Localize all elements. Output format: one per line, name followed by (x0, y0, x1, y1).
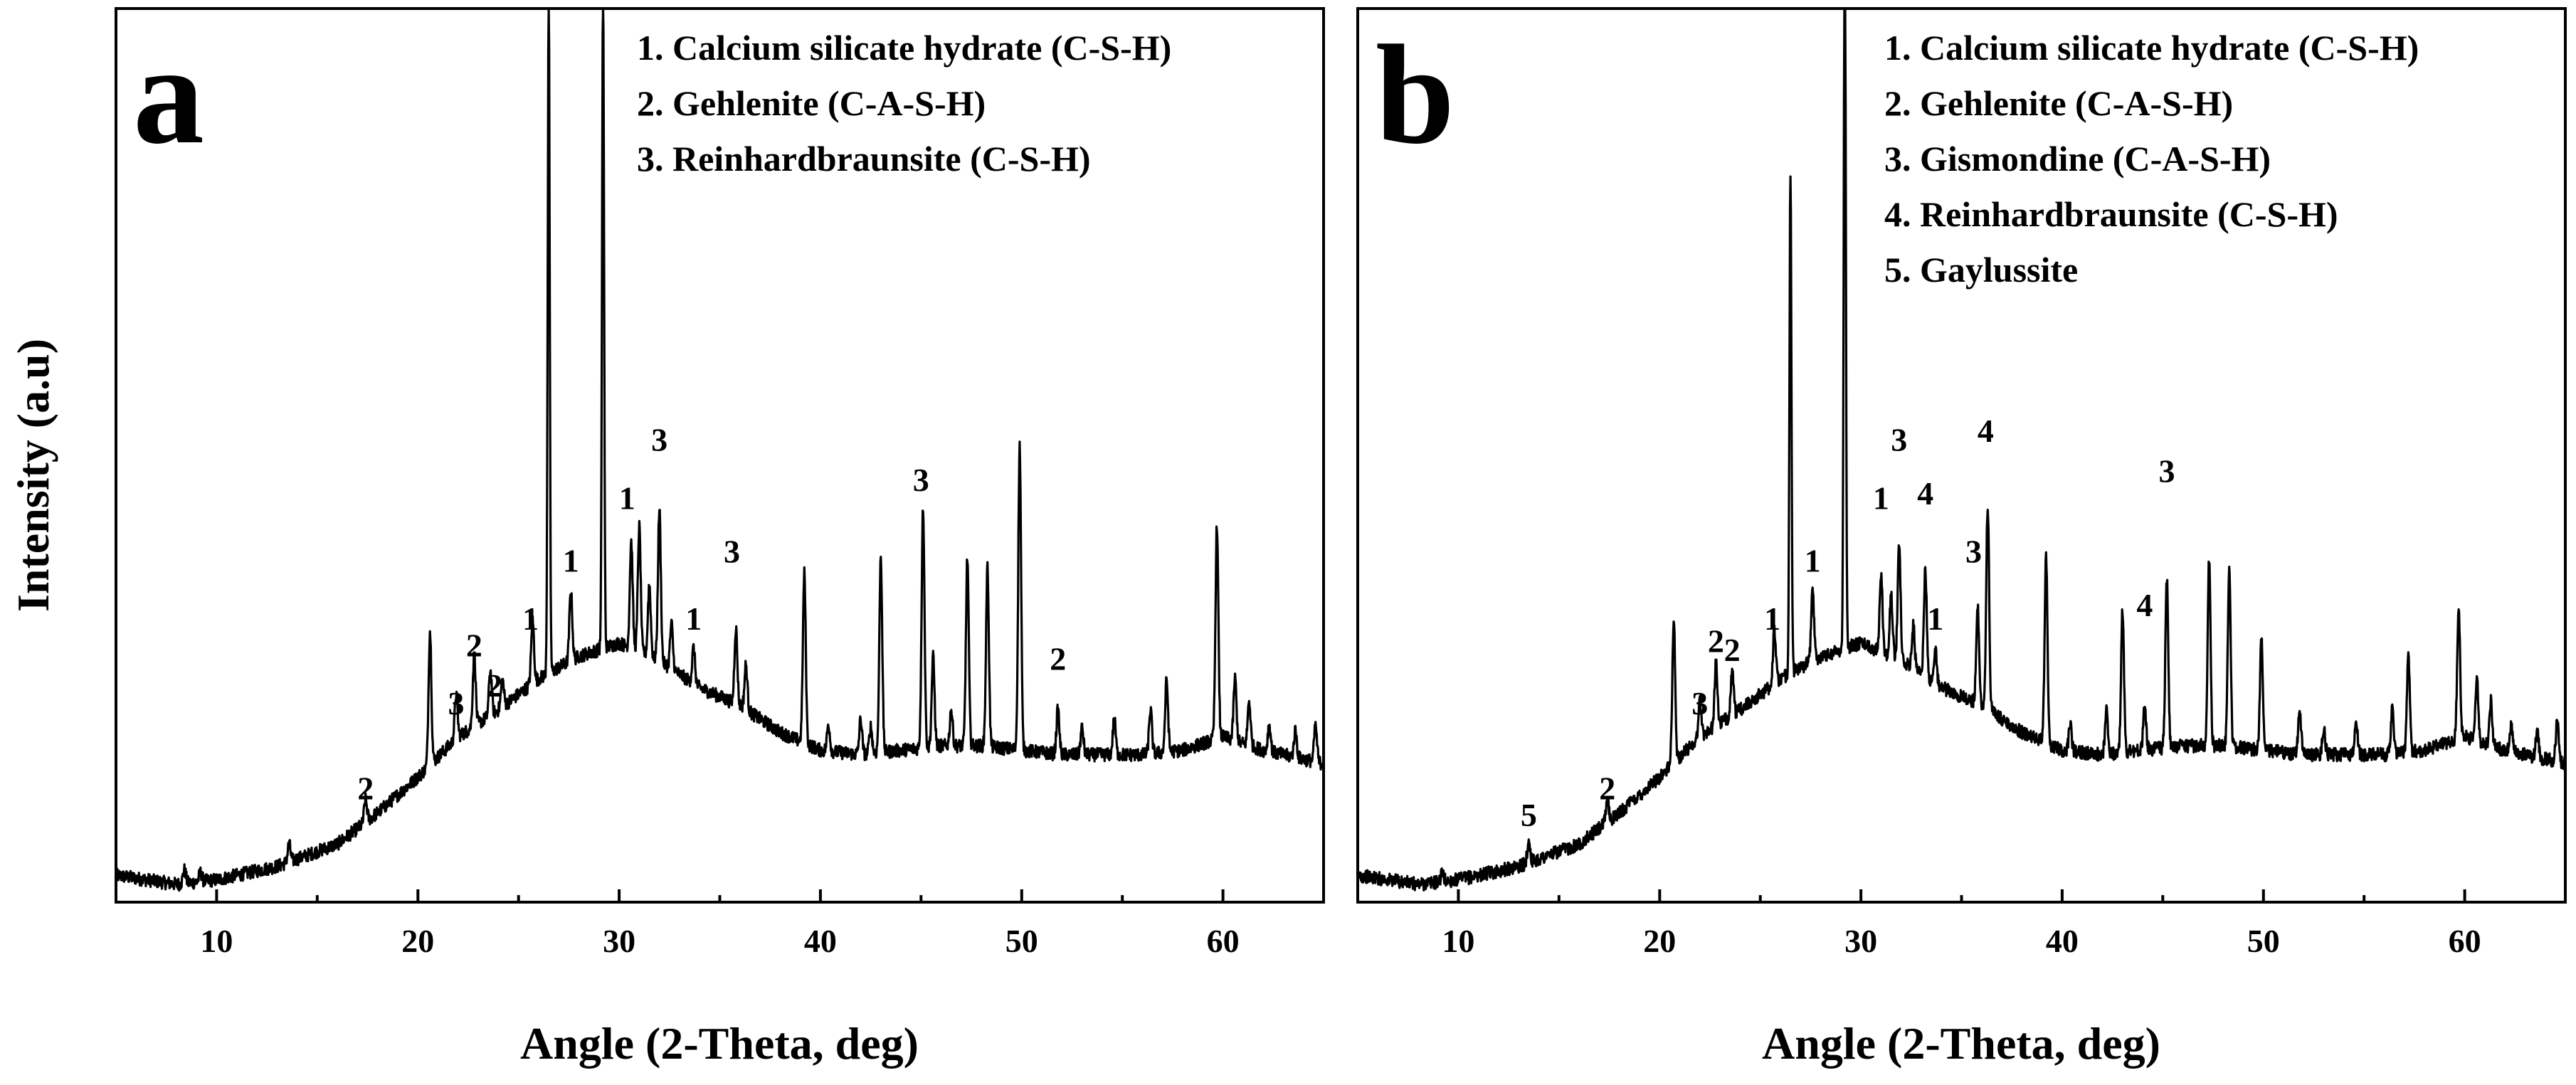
panel-a-legend-item-3: 3. Reinhardbraunsite (C-S-H) (637, 139, 1091, 179)
peak-label: 2 (1050, 640, 1066, 677)
panel-b-legend-item-5: 5. Gaylussite (1884, 250, 2078, 290)
peak-label: 2 (1599, 771, 1615, 807)
peak-label: 1 (522, 600, 539, 637)
panel-b-legend-item-2: 2. Gehlenite (C-A-S-H) (1884, 83, 2233, 123)
panel-a-x-axis-label: Angle (2-Theta, deg) (520, 1018, 919, 1069)
x-tick-label: 30 (1844, 923, 1877, 959)
peak-label: 3 (651, 422, 667, 458)
peak-label: 5 (1521, 797, 1537, 833)
panel-b-legend: 1. Calcium silicate hydrate (C-S-H) 2. G… (1884, 28, 2419, 290)
peak-label: 3 (448, 685, 465, 721)
panel-b-x-axis-label: Angle (2-Theta, deg) (1762, 1018, 2160, 1069)
x-tick-label: 60 (2449, 923, 2481, 959)
peak-label: 1 (1805, 542, 1821, 578)
peak-label: 4 (2136, 587, 2153, 623)
peak-label: 1 (563, 542, 579, 578)
x-tick-label: 60 (1207, 923, 1240, 959)
xrd-pattern-line (1356, 9, 2567, 892)
peak-label: 4 (1978, 413, 1994, 449)
panel-b-legend-item-1: 1. Calcium silicate hydrate (C-S-H) (1884, 28, 2419, 68)
y-axis-label: Intensity (a.u) (8, 339, 58, 612)
peak-label: 3 (1891, 422, 1907, 458)
panel-a-letter: a (133, 16, 204, 174)
peak-label: 2 (466, 628, 482, 664)
peak-label: 4 (1917, 475, 1933, 512)
x-tick-label: 10 (200, 923, 233, 959)
panel-a-legend-item-1: 1. Calcium silicate hydrate (C-S-H) (637, 28, 1171, 68)
peak-label: 1 (1927, 600, 1943, 637)
peak-label: 1 (619, 480, 635, 516)
panel-a-frame (115, 7, 1325, 904)
panel-b-legend-item-3: 3. Gismondine (C-A-S-H) (1884, 139, 2271, 179)
peak-label: 3 (724, 534, 740, 570)
x-tick-label: 50 (2247, 923, 2280, 959)
x-tick-label: 20 (1643, 923, 1676, 959)
peak-label: 2 (357, 771, 374, 807)
panel-b-legend-item-4: 4. Reinhardbraunsite (C-S-H) (1884, 194, 2338, 234)
x-tick-label: 40 (2046, 923, 2079, 959)
panel-b-letter: b (1376, 16, 1455, 174)
peak-label: 2 (1724, 632, 1741, 668)
x-tick-label: 50 (1005, 923, 1038, 959)
x-tick-label: 10 (1442, 923, 1474, 959)
peak-label: 2 (486, 667, 502, 704)
x-tick-label: 30 (603, 923, 635, 959)
x-tick-label: 40 (804, 923, 837, 959)
peak-label: 1 (685, 600, 702, 637)
peak-label: 3 (1965, 534, 1982, 570)
panel-a-legend-item-2: 2. Gehlenite (C-A-S-H) (637, 83, 986, 123)
peak-label: 1 (1873, 480, 1889, 516)
x-tick-label: 20 (401, 923, 434, 959)
peak-label: 1 (1764, 600, 1780, 637)
peak-label: 3 (2159, 453, 2175, 489)
xrd-pattern-line (115, 9, 1325, 892)
panel-b-frame (1356, 7, 2567, 904)
peak-label: 3 (913, 462, 929, 498)
peak-label: 3 (1691, 685, 1708, 721)
panel-a-legend: 1. Calcium silicate hydrate (C-S-H) 2. G… (637, 28, 1171, 179)
peak-label: 2 (1708, 623, 1724, 659)
